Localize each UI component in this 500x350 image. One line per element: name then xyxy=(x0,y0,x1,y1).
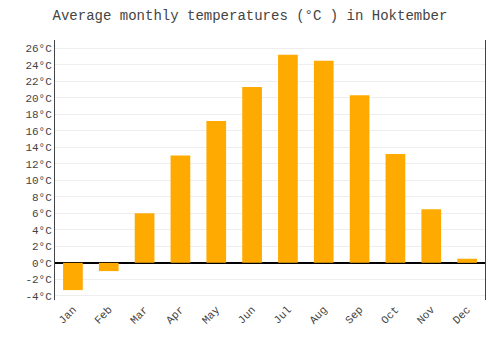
svg-text:Dec: Dec xyxy=(451,304,473,326)
svg-text:Average monthly temperatures (: Average monthly temperatures (°C ) in Ho… xyxy=(53,8,448,24)
svg-text:Oct: Oct xyxy=(379,304,401,326)
svg-text:2°C: 2°C xyxy=(32,241,52,253)
svg-text:12°C: 12°C xyxy=(25,159,52,171)
svg-text:May: May xyxy=(200,304,223,327)
svg-text:26°C: 26°C xyxy=(25,43,52,55)
svg-text:20°C: 20°C xyxy=(25,93,52,105)
svg-text:Mar: Mar xyxy=(128,304,150,326)
svg-text:22°C: 22°C xyxy=(25,76,52,88)
svg-text:-2°C: -2°C xyxy=(25,274,52,286)
svg-text:Nov: Nov xyxy=(415,304,438,327)
svg-text:24°C: 24°C xyxy=(25,60,52,72)
svg-text:14°C: 14°C xyxy=(25,142,52,154)
svg-text:Aug: Aug xyxy=(307,304,329,326)
svg-text:4°C: 4°C xyxy=(32,225,52,237)
svg-text:6°C: 6°C xyxy=(32,208,52,220)
svg-text:10°C: 10°C xyxy=(25,175,52,187)
svg-text:Jan: Jan xyxy=(56,304,78,326)
svg-text:18°C: 18°C xyxy=(25,109,52,121)
svg-text:-4°C: -4°C xyxy=(25,291,52,303)
svg-text:16°C: 16°C xyxy=(25,126,52,138)
svg-text:Jul: Jul xyxy=(271,304,293,326)
svg-text:0°C: 0°C xyxy=(32,258,52,270)
svg-text:Jun: Jun xyxy=(236,304,258,326)
svg-text:Sep: Sep xyxy=(343,304,365,326)
svg-text:8°C: 8°C xyxy=(32,192,52,204)
svg-text:Feb: Feb xyxy=(92,304,114,326)
svg-text:Apr: Apr xyxy=(164,304,186,326)
